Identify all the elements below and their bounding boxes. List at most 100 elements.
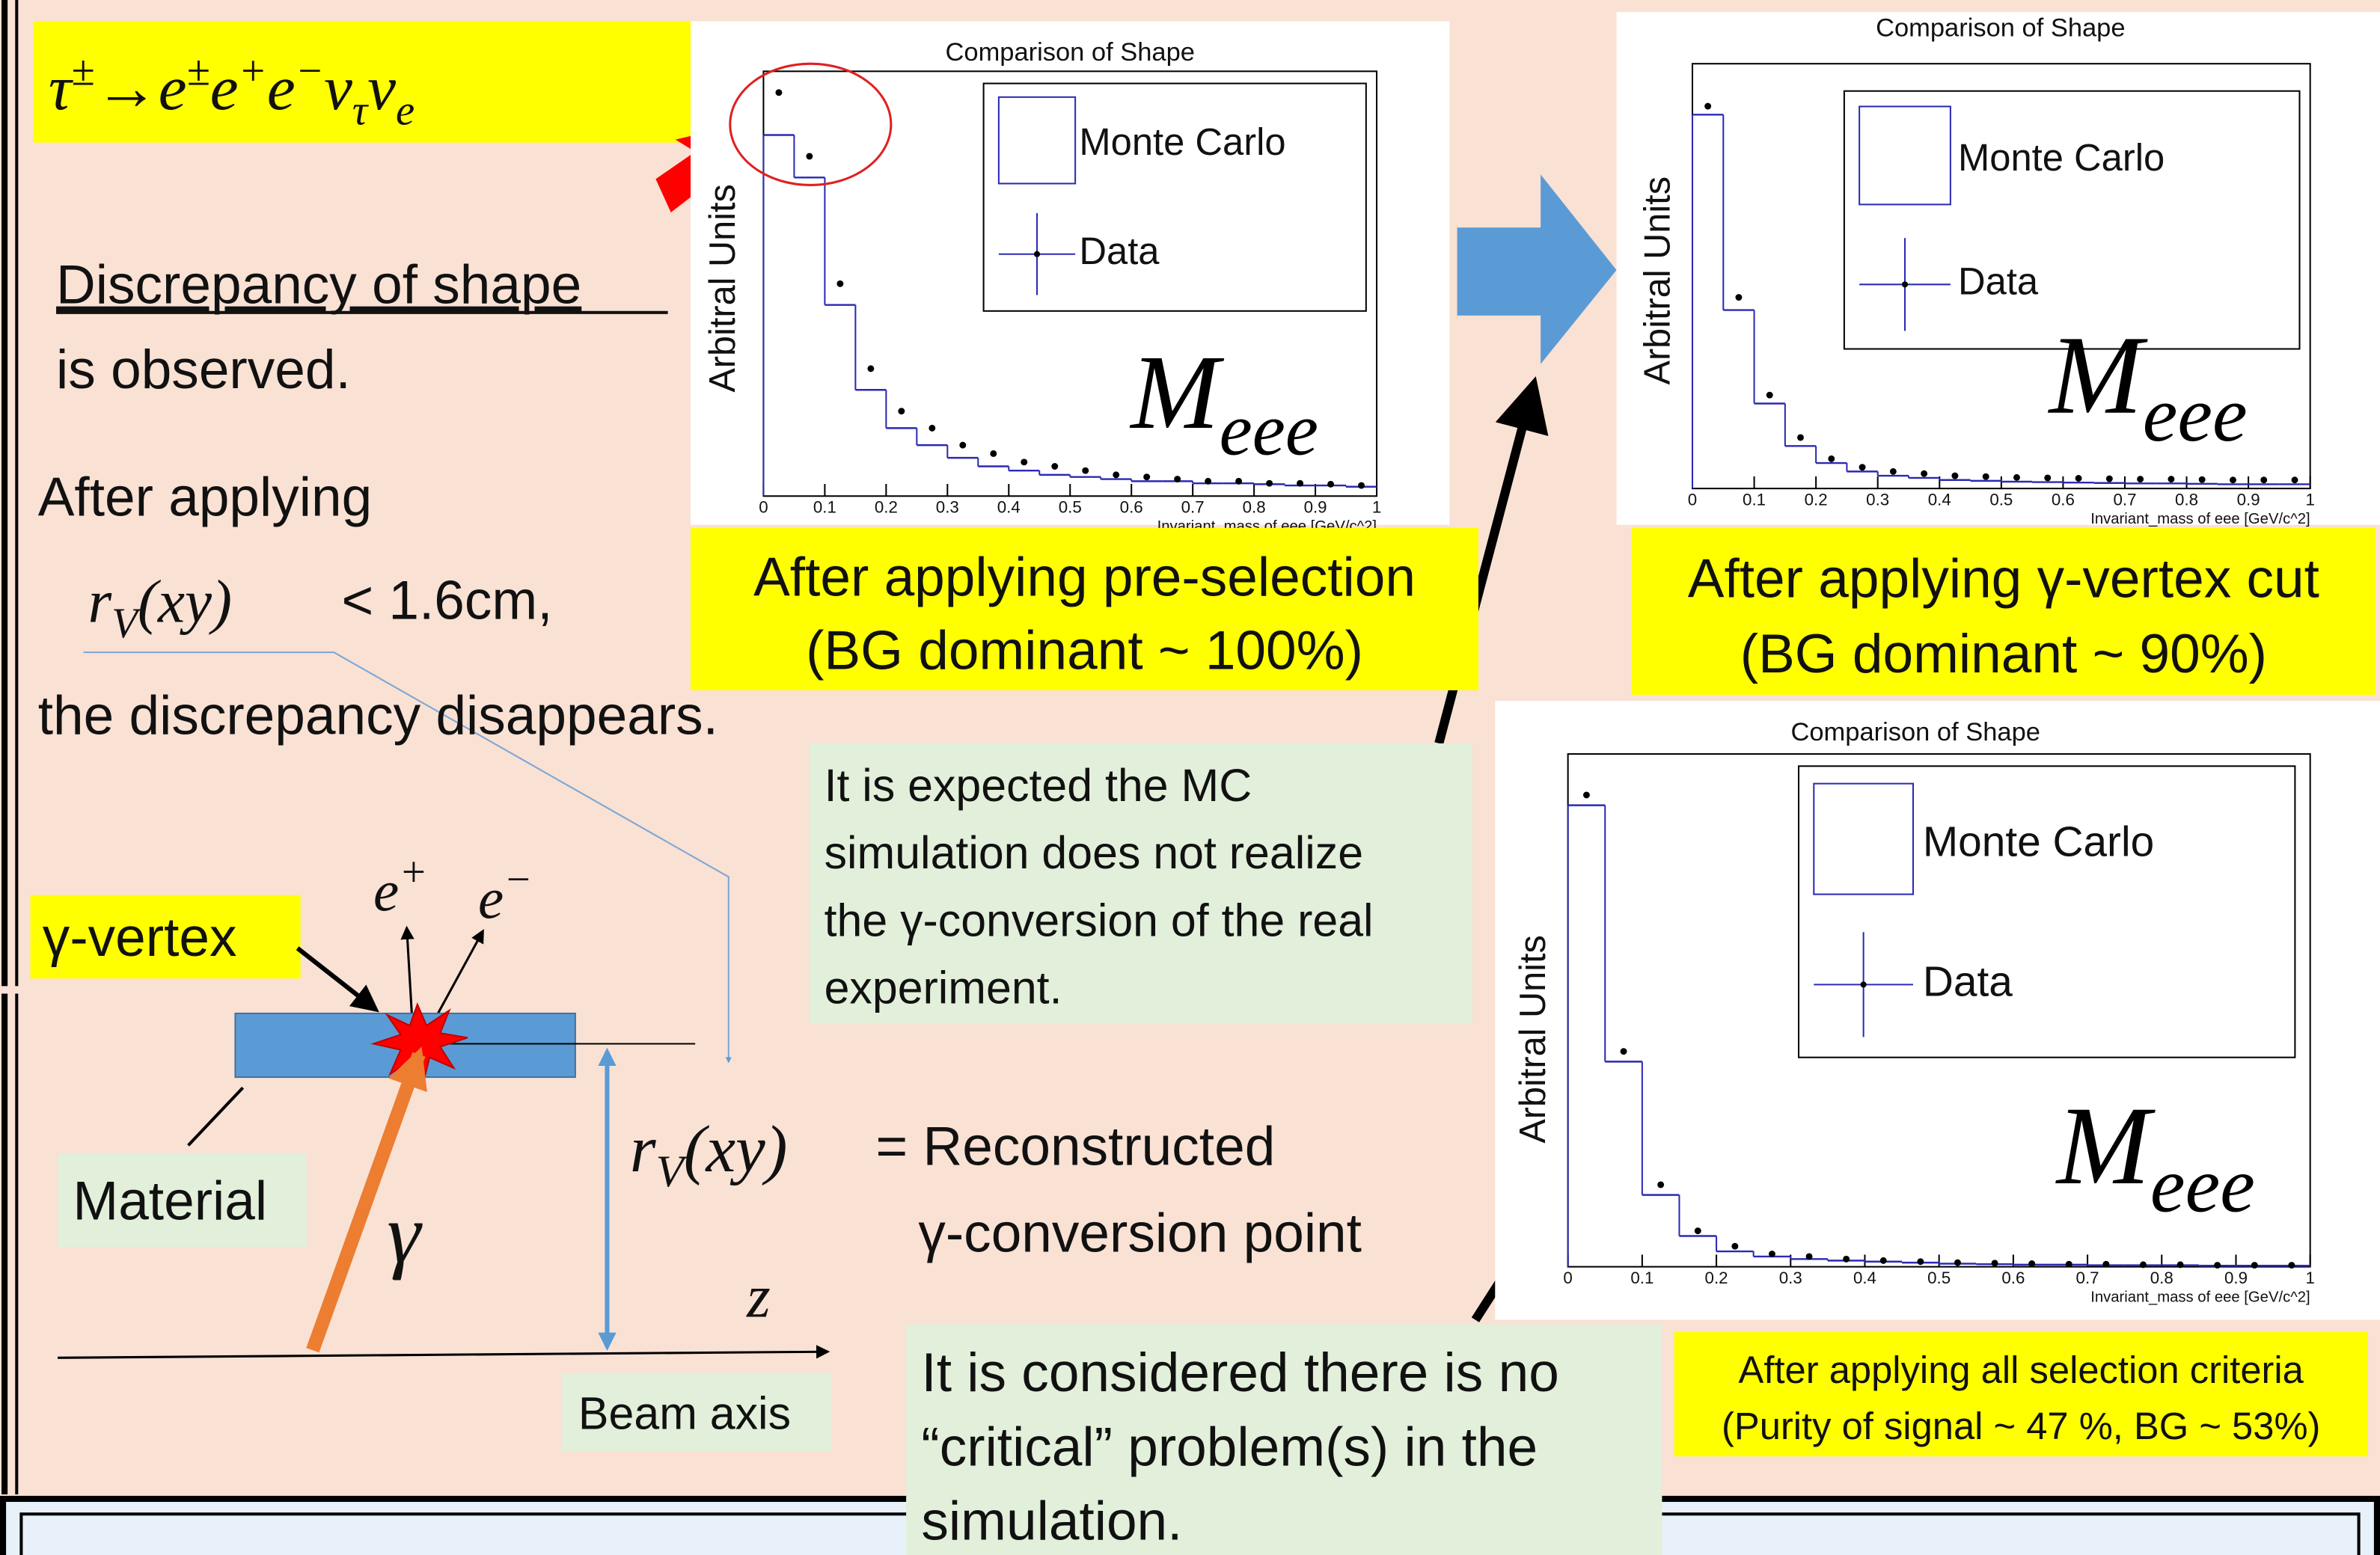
formula-part: ν <box>367 53 396 123</box>
y-axis-label: Arbitral Units <box>1513 935 1553 1144</box>
data-point <box>2292 476 2298 483</box>
caption-line: After applying γ-vertex cut <box>1688 549 2319 610</box>
legend-label: Monte Carlo <box>1079 120 1285 163</box>
x-tick-label: 0.8 <box>1243 498 1266 517</box>
data-point <box>1880 1257 1887 1264</box>
annotation-m: M <box>2048 313 2148 438</box>
data-point <box>1890 468 1897 475</box>
note-line: “critical” problem(s) in the <box>921 1417 1538 1477</box>
data-point <box>1621 1048 1627 1055</box>
data-point <box>1766 392 1773 399</box>
data-point <box>806 153 813 159</box>
data-point <box>2028 1260 2035 1267</box>
data-point <box>1113 471 1119 478</box>
formula-part: e <box>396 87 414 134</box>
legend <box>984 84 1366 311</box>
formula-part: e <box>210 53 239 123</box>
legend-label: Data <box>1079 230 1160 272</box>
x-tick-label: 0.5 <box>1989 490 2013 509</box>
legend-swatch <box>1902 281 1908 287</box>
data-point <box>1843 1256 1850 1263</box>
x-tick-label: 0.6 <box>2052 490 2075 509</box>
caption-line: (BG dominant ~ 100%) <box>806 620 1363 681</box>
x-tick-label: 0.2 <box>1705 1269 1728 1287</box>
x-tick-label: 0.5 <box>1927 1269 1951 1287</box>
data-point <box>2288 1262 2295 1269</box>
data-point <box>2140 1261 2147 1268</box>
data-point <box>1954 1260 1961 1266</box>
sup: − <box>504 856 532 904</box>
data-point <box>1143 473 1150 480</box>
formula-part: → <box>95 53 159 123</box>
data-point <box>1358 482 1365 489</box>
text: Discrepancy of shape <box>56 255 581 316</box>
page: { "formula": [ {"text": "τ", "pos": "bas… <box>0 0 2380 1555</box>
plot-title: Comparison of Shape <box>946 38 1195 67</box>
annotation-m: M <box>2055 1084 2156 1208</box>
data-point <box>1174 476 1181 482</box>
x-tick-label: 0 <box>759 498 768 517</box>
data-point <box>1731 1243 1738 1250</box>
plot-title: Comparison of Shape <box>1790 718 2040 746</box>
x-tick-label: 0.4 <box>1853 1269 1876 1287</box>
annotation-m: M <box>1129 333 1224 451</box>
caption-line: (Purity of signal ~ 47 %, BG ~ 53%) <box>1722 1405 2320 1447</box>
data-point <box>867 365 874 372</box>
data-point <box>1983 473 1989 480</box>
data-point <box>1992 1260 1998 1266</box>
legend-swatch <box>1034 251 1040 257</box>
rv-arg: (xy) <box>684 1112 788 1186</box>
plot-title: Comparison of Shape <box>1876 14 2125 43</box>
data-point <box>1806 1253 1813 1260</box>
data-point <box>1205 478 1211 485</box>
x-tick-label: 0.9 <box>2237 490 2260 509</box>
e: e <box>373 859 399 923</box>
data-point <box>1921 470 1927 477</box>
note-line: It is considered there is no <box>921 1343 1558 1403</box>
data-point <box>2044 474 2051 481</box>
data-point <box>836 280 843 287</box>
x-tick-label: 0.1 <box>1630 1269 1654 1287</box>
data-point <box>2251 1262 2258 1269</box>
data-point <box>1704 103 1711 110</box>
data-point <box>1735 294 1742 301</box>
x-tick-label: 0.6 <box>1120 498 1143 517</box>
x-tick-label: 0.4 <box>997 498 1021 517</box>
plot: Comparison of Shape00.10.20.30.40.50.60.… <box>691 21 1478 690</box>
x-axis-label: Invariant_mass of eee [GeV/c^2] <box>2090 511 2310 527</box>
x-tick-label: 0.8 <box>2175 490 2198 509</box>
annotation-sub: eee <box>2143 370 2248 458</box>
caption-line: (BG dominant ~ 90%) <box>1740 624 2267 684</box>
label: γ-vertex <box>43 907 237 968</box>
x-tick-label: 0 <box>1563 1269 1572 1287</box>
x-tick-label: 0.2 <box>1805 490 1828 509</box>
text: is observed. <box>56 340 351 400</box>
note-line: experiment. <box>825 963 1062 1013</box>
y-axis-label: Arbitral Units <box>703 184 743 393</box>
data-point <box>1327 481 1334 488</box>
x-tick-label: 0.7 <box>1181 498 1205 517</box>
data-point <box>929 425 935 432</box>
data-point <box>1021 458 1027 465</box>
note-line: simulation. <box>921 1491 1182 1552</box>
x-tick-label: 0.2 <box>875 498 898 517</box>
legend-label: Data <box>1923 958 2013 1005</box>
data-point <box>1657 1181 1664 1188</box>
legend <box>1799 766 2295 1057</box>
legend-label: Monte Carlo <box>1958 136 2165 179</box>
data-point <box>1583 791 1590 798</box>
data-point <box>1917 1258 1924 1265</box>
x-axis-label: Invariant_mass of eee [GeV/c^2] <box>2090 1289 2310 1305</box>
data-point <box>1051 463 1058 470</box>
caption-line: After applying pre-selection <box>753 548 1416 608</box>
data-point <box>2199 476 2206 483</box>
note-line: the γ-conversion of the real <box>825 895 1374 945</box>
data-point <box>775 89 782 96</box>
slide: τ±→e±e+e−ντνe Discrepancy of shape is ob… <box>0 0 2380 1555</box>
data-point <box>1769 1251 1775 1257</box>
legend-label: Monte Carlo <box>1923 818 2154 865</box>
annotation-sub: eee <box>1220 388 1318 470</box>
rv: rV(xy) <box>88 568 232 647</box>
x-tick-label: 0.9 <box>1304 498 1327 517</box>
data-point <box>2106 476 2113 482</box>
